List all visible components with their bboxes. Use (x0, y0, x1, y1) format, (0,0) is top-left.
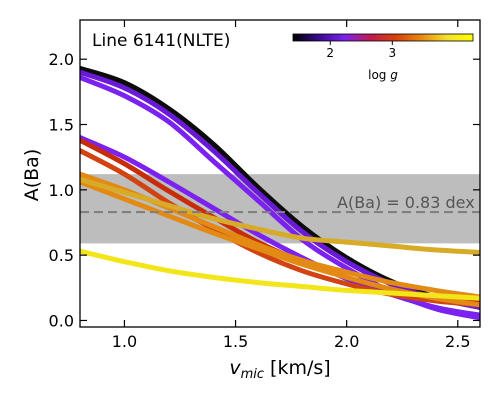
colorbar-tick-label: 3 (388, 46, 396, 60)
chart-title: Line 6141(NLTE) (92, 31, 230, 51)
reference-label: A(Ba) = 0.83 dex (337, 193, 475, 212)
y-tick-label: 1.5 (49, 116, 74, 135)
y-tick-label: 0.5 (49, 246, 74, 265)
series-line-9 (80, 176, 480, 256)
x-tick-label: 1.0 (112, 332, 137, 351)
x-axis-label: vmic [km/s] (229, 357, 330, 382)
series-line-6 (80, 148, 480, 308)
y-tick-label: 2.0 (49, 50, 74, 69)
colorbar-gradient (292, 33, 474, 42)
x-tick-label: 1.5 (223, 332, 248, 351)
series-line-4 (80, 135, 480, 318)
y-tick-label: 0.0 (49, 311, 74, 330)
colorbar-tick-label: 2 (326, 46, 334, 60)
colorbar-label: log g (368, 68, 398, 82)
y-tick-label: 1.0 (49, 181, 74, 200)
x-tick-label: 2.5 (445, 332, 470, 351)
plot-frame (79, 19, 481, 328)
series-line-10 (80, 248, 480, 301)
y-axis-label: A(Ba) (21, 149, 43, 202)
colorbar: 2 3 log g (292, 33, 474, 82)
x-tick-label: 2.0 (334, 332, 359, 351)
